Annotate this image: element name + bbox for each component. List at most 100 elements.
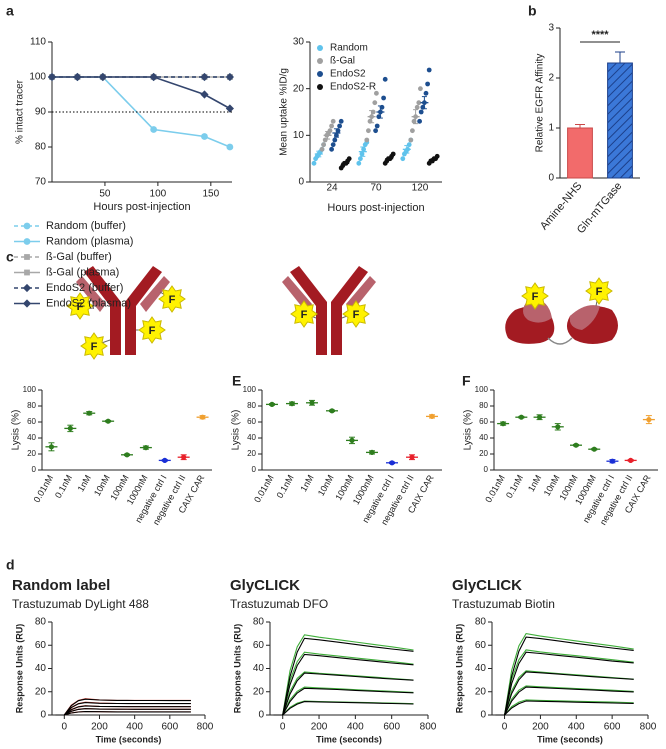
data-point <box>330 142 336 148</box>
marker <box>226 143 234 151</box>
series-line <box>55 702 191 716</box>
legend-marker <box>317 84 323 90</box>
label-text: F <box>353 309 360 321</box>
y-tick-label: 0 <box>480 710 486 721</box>
series-line <box>55 705 191 716</box>
data-point <box>555 424 561 430</box>
legend-marker <box>22 299 32 308</box>
series-line <box>273 671 414 716</box>
data-point <box>356 160 362 166</box>
y-tick-label: 10 <box>293 130 305 141</box>
data-point <box>162 457 168 463</box>
y-axis-label: Response Units (RU) <box>454 624 464 714</box>
panel-label: a <box>6 3 14 19</box>
y-tick-label: 80 <box>479 401 488 410</box>
data-point <box>374 123 380 129</box>
y-tick-label: 0 <box>484 465 489 474</box>
series-line <box>273 687 414 716</box>
y-axis-label: Lysis (%) <box>463 410 474 451</box>
panel-label: d <box>6 557 15 573</box>
series-line <box>495 632 634 716</box>
data-point <box>48 444 55 450</box>
data-point <box>349 437 355 443</box>
y-tick-label: 60 <box>247 417 256 426</box>
x-tick-label: 70 <box>370 183 382 194</box>
data-point <box>406 142 412 148</box>
y-axis-label: Lysis (%) <box>231 410 242 451</box>
legend-label: ß-Gal (buffer) <box>46 251 112 263</box>
y-tick-label: 0 <box>32 465 37 474</box>
data-point <box>181 454 187 460</box>
label-text: F <box>169 294 176 306</box>
legend-marker <box>24 254 30 260</box>
y-axis-label: Relative EGFR Affinity <box>535 54 546 153</box>
y-tick-label: 40 <box>35 663 47 674</box>
data-point <box>400 156 406 162</box>
marker <box>73 72 82 82</box>
data-point <box>372 100 378 106</box>
legend-label: Random (plasma) <box>46 235 133 247</box>
x-tick-label: 600 <box>161 722 178 733</box>
y-tick-label: 80 <box>35 142 47 153</box>
y-axis-label: Response Units (RU) <box>232 624 242 714</box>
data-point <box>423 90 429 96</box>
data-point <box>425 81 430 87</box>
marker <box>47 72 57 82</box>
series-line <box>273 634 414 716</box>
legend-marker <box>317 45 323 51</box>
series-line <box>495 700 634 716</box>
panel-label: c <box>6 249 14 265</box>
x-tick-label: 800 <box>197 722 214 733</box>
marker <box>225 104 234 113</box>
marker <box>149 72 158 82</box>
y-tick-label: 40 <box>475 663 487 674</box>
x-tick-label: 400 <box>126 722 143 733</box>
y-tick-label: 80 <box>35 617 47 628</box>
data-point <box>390 151 396 157</box>
data-point <box>329 408 335 414</box>
y-tick-label: 100 <box>475 385 489 394</box>
data-point <box>646 417 652 423</box>
data-point <box>374 90 379 96</box>
series-line <box>55 708 191 716</box>
data-point <box>269 401 275 407</box>
marker <box>201 133 208 140</box>
data-point <box>434 153 440 159</box>
x-axis-label: Time (seconds) <box>96 734 162 744</box>
antibody-diagram <box>66 266 186 360</box>
legend-label: ß-Gal <box>330 56 355 67</box>
legend-label: Random <box>330 43 368 54</box>
y-axis-label: Lysis (%) <box>11 410 22 451</box>
y-tick-label: 0 <box>548 173 554 184</box>
data-point <box>373 128 378 134</box>
y-tick-label: 20 <box>253 686 265 697</box>
x-tick-label: 0 <box>62 722 68 733</box>
marker <box>200 72 209 82</box>
y-tick-label: 110 <box>30 37 46 48</box>
data-point <box>321 142 326 148</box>
y-tick-label: 2 <box>548 73 554 84</box>
series-line <box>273 637 414 716</box>
x-tick-label: 120 <box>412 183 429 194</box>
legend-label: EndoS2 <box>330 69 366 80</box>
data-point <box>86 410 92 416</box>
data-point <box>389 460 395 466</box>
series-line <box>273 701 414 716</box>
y-axis-label: % intact tracer <box>15 79 26 144</box>
antibody-diagram <box>282 266 376 355</box>
x-tick-label: 200 <box>311 722 328 733</box>
data-point <box>573 442 579 448</box>
marker <box>225 72 234 82</box>
y-tick-label: 40 <box>27 433 36 442</box>
series-line <box>55 711 191 716</box>
panel-label: b <box>528 3 537 19</box>
x-axis-label: Time (seconds) <box>316 734 382 744</box>
label-text: F <box>149 325 156 337</box>
data-point <box>332 137 338 143</box>
y-axis-label: Mean uptake %ID/g <box>279 68 290 156</box>
y-tick-label: 20 <box>293 83 305 94</box>
data-point <box>382 76 388 82</box>
x-tick-label: 0.1nM <box>504 473 525 500</box>
data-point <box>359 151 365 157</box>
x-tick-label: 0.1nM <box>53 473 74 500</box>
